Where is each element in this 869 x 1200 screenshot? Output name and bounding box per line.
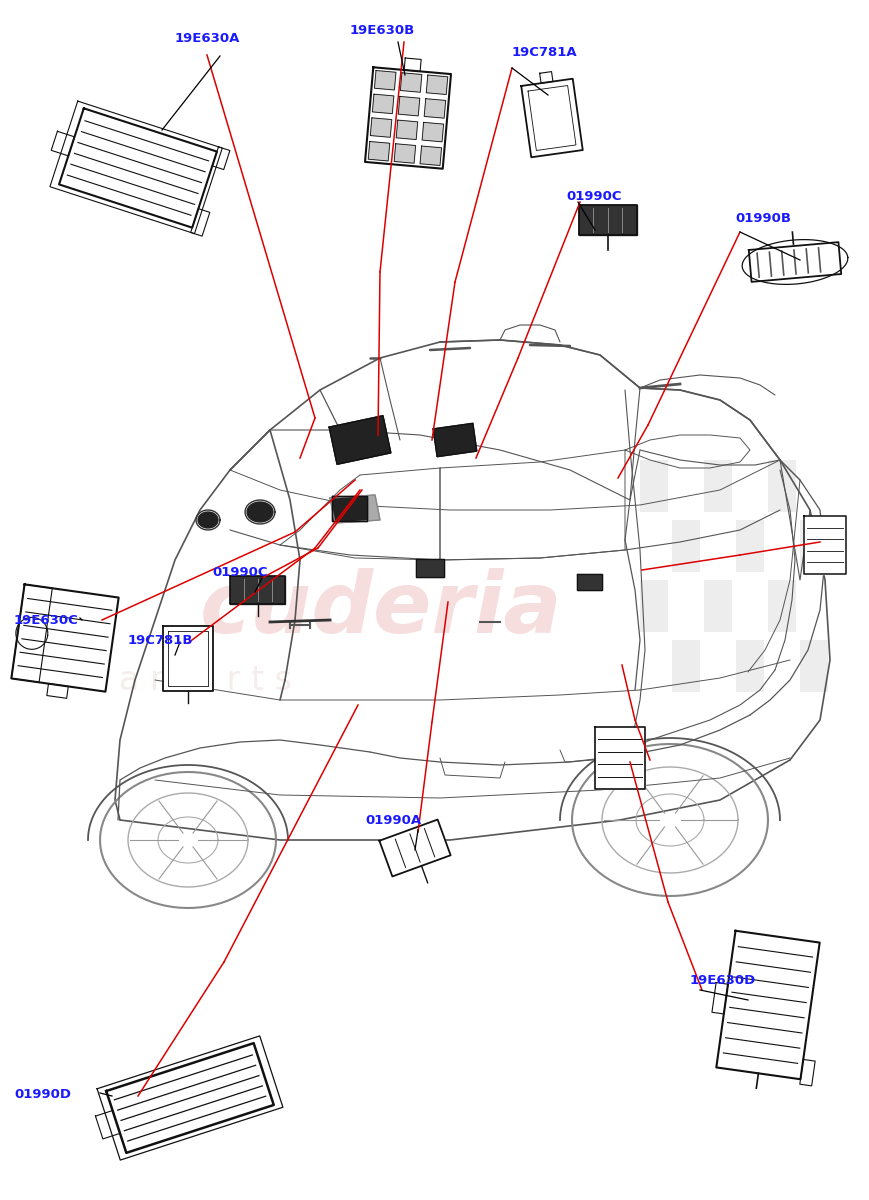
Polygon shape	[767, 460, 795, 512]
Polygon shape	[328, 415, 390, 464]
Polygon shape	[212, 146, 229, 169]
Polygon shape	[163, 625, 213, 690]
Polygon shape	[51, 131, 75, 156]
Polygon shape	[735, 640, 763, 692]
Polygon shape	[372, 94, 394, 114]
Polygon shape	[594, 727, 644, 790]
Polygon shape	[395, 120, 417, 139]
Polygon shape	[420, 146, 441, 166]
Text: cuderia: cuderia	[200, 569, 562, 652]
Polygon shape	[640, 460, 667, 512]
Polygon shape	[748, 242, 840, 282]
Text: 01990A: 01990A	[365, 814, 421, 827]
Text: 01990B: 01990B	[734, 211, 790, 224]
Text: 19E630C: 19E630C	[14, 613, 79, 626]
Polygon shape	[96, 1110, 120, 1139]
Polygon shape	[579, 205, 636, 235]
Polygon shape	[329, 494, 380, 523]
Polygon shape	[59, 108, 216, 228]
Polygon shape	[370, 118, 391, 137]
Polygon shape	[735, 520, 763, 572]
Polygon shape	[368, 142, 389, 161]
Polygon shape	[47, 684, 68, 698]
Polygon shape	[703, 460, 731, 512]
Text: 01990C: 01990C	[566, 190, 620, 203]
Polygon shape	[671, 520, 700, 572]
Text: c a r   a r t s: c a r a r t s	[90, 664, 292, 696]
Polygon shape	[577, 574, 602, 590]
Text: 19E630A: 19E630A	[175, 31, 240, 44]
Polygon shape	[799, 1060, 814, 1086]
Polygon shape	[767, 580, 795, 632]
Polygon shape	[539, 72, 553, 83]
Polygon shape	[374, 71, 395, 90]
Polygon shape	[247, 502, 273, 522]
Polygon shape	[421, 122, 443, 142]
Polygon shape	[198, 512, 218, 528]
Polygon shape	[11, 584, 118, 691]
Polygon shape	[190, 209, 209, 236]
Polygon shape	[230, 576, 285, 604]
Polygon shape	[799, 520, 827, 572]
Polygon shape	[415, 559, 443, 577]
Polygon shape	[715, 931, 819, 1079]
Polygon shape	[711, 983, 727, 1014]
Text: 01990C: 01990C	[212, 565, 267, 578]
Polygon shape	[671, 640, 700, 692]
Polygon shape	[400, 73, 421, 92]
Text: 19C781A: 19C781A	[512, 46, 577, 59]
Polygon shape	[404, 58, 421, 71]
Polygon shape	[106, 1043, 274, 1153]
Text: 01990D: 01990D	[14, 1087, 71, 1100]
Polygon shape	[803, 516, 845, 574]
Polygon shape	[332, 496, 367, 521]
Polygon shape	[394, 144, 415, 163]
Polygon shape	[365, 67, 450, 169]
Text: 19E630B: 19E630B	[349, 24, 415, 36]
Polygon shape	[379, 820, 450, 876]
Polygon shape	[703, 580, 731, 632]
Polygon shape	[640, 580, 667, 632]
Text: 19E630D: 19E630D	[689, 973, 755, 986]
Polygon shape	[398, 96, 419, 116]
Polygon shape	[521, 79, 582, 157]
Polygon shape	[433, 424, 476, 457]
Polygon shape	[426, 76, 448, 95]
Polygon shape	[424, 98, 445, 118]
Polygon shape	[799, 640, 827, 692]
Text: 19C781B: 19C781B	[128, 634, 193, 647]
